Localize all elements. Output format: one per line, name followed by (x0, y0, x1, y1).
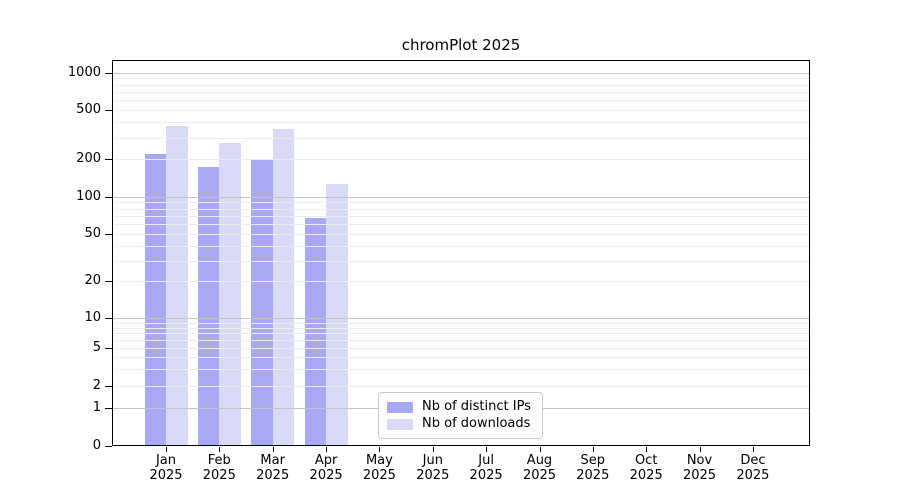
y-gridline-minor (113, 110, 809, 112)
y-tick (105, 446, 112, 447)
y-gridline-major (113, 318, 809, 320)
y-tick-label: 50 (84, 226, 101, 242)
legend-swatch-downloads (387, 418, 413, 430)
y-gridline-minor (113, 260, 809, 262)
y-gridline-minor (113, 234, 809, 236)
x-tick (272, 447, 274, 452)
y-tick-label: 1 (92, 400, 101, 415)
y-gridline-minor (113, 369, 809, 370)
y-tick (105, 196, 112, 198)
bar-feb-distinct-ips (197, 166, 220, 446)
y-gridline-minor (113, 327, 809, 329)
y-gridline-minor (113, 339, 809, 341)
y-gridline-minor (113, 202, 809, 204)
x-tick-label: Oct 2025 (629, 453, 663, 483)
x-tick (379, 447, 381, 452)
bar-mar-downloads (272, 129, 295, 446)
x-tick-label: May 2025 (362, 453, 396, 483)
y-tick-label: 0 (92, 438, 101, 453)
y-tick-label: 5 (92, 339, 101, 355)
y-gridline-minor (113, 122, 809, 124)
x-tick-label: Nov 2025 (682, 453, 717, 483)
legend-label-downloads: Nb of downloads (422, 416, 531, 431)
legend-swatch-distinct-ips (387, 401, 413, 413)
x-tick (166, 447, 167, 452)
bar-apr-downloads (326, 184, 348, 446)
y-gridline-minor (113, 333, 809, 335)
y-tick (105, 281, 112, 283)
legend: Nb of distinct IPs Nb of downloads (378, 392, 543, 439)
x-tick (592, 447, 594, 452)
y-gridline-minor (113, 356, 809, 358)
legend-label-distinct-ips: Nb of distinct IPs (422, 399, 531, 414)
y-tick (105, 386, 112, 387)
x-tick-label: Aug 2025 (522, 453, 557, 483)
y-gridline-minor (113, 100, 809, 102)
y-tick (105, 234, 112, 236)
y-tick-label: 200 (76, 151, 101, 167)
y-gridline-minor (113, 159, 809, 161)
y-gridline-minor (113, 216, 809, 217)
x-tick-label: Sep 2025 (576, 453, 610, 483)
x-tick-label: Jun 2025 (416, 453, 450, 483)
bar-feb-downloads (219, 142, 241, 446)
y-gridline-major (113, 196, 809, 198)
x-tick (432, 447, 434, 452)
y-gridline-minor (113, 347, 809, 349)
y-tick-label: 2 (92, 378, 101, 393)
y-tick-label: 100 (76, 188, 101, 204)
y-gridline-minor (113, 208, 809, 210)
x-tick (646, 447, 648, 452)
x-tick (326, 447, 328, 452)
x-tick-label: Jan 2025 (149, 453, 183, 483)
y-gridline-minor (113, 386, 809, 387)
bar-mar-distinct-ips (251, 159, 273, 446)
y-gridline-minor (113, 92, 809, 93)
y-gridline-major (113, 72, 809, 74)
y-tick (105, 72, 112, 74)
bar-jan-downloads (166, 125, 188, 446)
y-tick-label: 1000 (67, 64, 101, 80)
bar-jan-distinct-ips (144, 154, 166, 446)
y-gridline-minor (113, 137, 809, 139)
y-gridline-minor (113, 322, 809, 324)
y-tick (105, 408, 112, 409)
x-tick (539, 447, 541, 452)
y-tick-label: 500 (76, 102, 101, 118)
y-tick (105, 347, 112, 349)
y-tick (105, 110, 112, 112)
bar-apr-distinct-ips (304, 218, 327, 446)
x-tick (699, 447, 701, 452)
y-gridline-minor (113, 224, 809, 226)
x-tick-label: Dec 2025 (736, 453, 770, 483)
y-tick (105, 159, 112, 161)
x-tick (219, 447, 221, 452)
y-tick (105, 318, 112, 320)
legend-item-distinct-ips: Nb of distinct IPs (387, 399, 534, 415)
y-gridline-minor (113, 245, 809, 247)
x-tick-label: Apr 2025 (309, 453, 343, 483)
x-tick-label: Feb 2025 (202, 453, 236, 483)
y-gridline-minor (113, 78, 809, 80)
x-tick-label: Mar 2025 (256, 453, 290, 483)
x-tick-label: Jul 2025 (469, 453, 503, 483)
y-tick-label: 10 (84, 310, 101, 326)
y-gridline-minor (113, 281, 809, 283)
y-gridline-minor (113, 84, 809, 86)
chart-title: chromPlot 2025 (401, 36, 521, 54)
x-tick (752, 447, 754, 452)
y-tick-label: 20 (84, 273, 101, 289)
legend-item-downloads: Nb of downloads (387, 416, 534, 432)
x-tick (486, 447, 488, 452)
